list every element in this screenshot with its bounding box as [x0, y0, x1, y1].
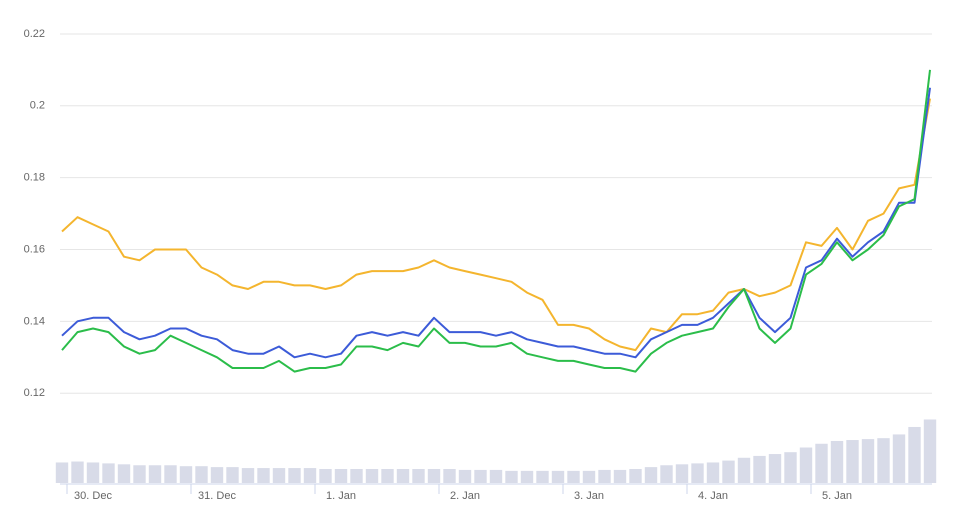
volume-bar [923, 419, 937, 483]
volume-bar [288, 468, 301, 483]
volume-bar [443, 468, 456, 483]
y-tick-label: 0.18 [24, 172, 45, 184]
price-line [61, 69, 931, 373]
volume-bar [179, 466, 193, 483]
y-tick-label: 0.14 [24, 315, 45, 327]
volume-bar [210, 467, 224, 483]
x-tick-label: 3. Jan [574, 490, 604, 502]
volume-bar [551, 470, 565, 483]
volume-bar [241, 468, 255, 483]
volume-bar [71, 461, 84, 483]
volume-bar [458, 469, 472, 483]
volume-bar [164, 465, 177, 483]
volume-bar [536, 470, 549, 483]
x-tick-label: 5. Jan [822, 490, 852, 502]
x-tick-label: 4. Jan [698, 490, 728, 502]
y-tick-label: 0.22 [24, 28, 45, 40]
volume-bar [195, 466, 208, 483]
volume-bar [768, 454, 782, 483]
volume-bar [148, 465, 162, 483]
volume-bar [613, 469, 627, 483]
volume-bar [396, 468, 410, 483]
x-tick-label: 31. Dec [198, 490, 236, 502]
volume-bar [877, 438, 890, 483]
volume-bar [319, 468, 332, 483]
volume-bar [133, 465, 146, 483]
volume-bar [846, 440, 859, 483]
volume-bar [892, 434, 906, 483]
volume-bar [489, 469, 503, 483]
volume-bar [381, 468, 394, 483]
volume-bar [303, 468, 317, 483]
volume-bar [660, 465, 673, 483]
volume-bar [102, 463, 115, 483]
volume-bar [86, 462, 100, 483]
volume-bar [675, 464, 689, 483]
volume-bar [815, 443, 828, 483]
volume-bar [861, 439, 875, 483]
volume-bar [784, 452, 797, 483]
volume-bar [257, 468, 270, 483]
volume-bar [753, 455, 766, 483]
y-tick-label: 0.2 [30, 100, 45, 112]
volume-bar [520, 470, 534, 483]
volume-bar [799, 447, 813, 483]
volume-bar [334, 468, 348, 483]
volume-bar [908, 426, 921, 483]
volume-bar [722, 460, 735, 483]
volume-bar [830, 440, 844, 483]
volume-bar [567, 470, 580, 483]
volume-bar [117, 464, 131, 483]
y-tick-label: 0.16 [24, 243, 45, 255]
volume-bar [737, 457, 751, 483]
volume-bar [691, 463, 704, 483]
volume-bar [582, 470, 596, 483]
volume-bar [272, 468, 286, 483]
volume-bar [598, 469, 611, 483]
x-tick-label: 1. Jan [326, 490, 356, 502]
volume-bar [474, 469, 487, 483]
volume-bar [55, 462, 69, 483]
volume-bar [412, 468, 425, 483]
volume-bar [427, 468, 441, 483]
price-line [61, 98, 931, 352]
x-tick-label: 30. Dec [74, 490, 112, 502]
volume-bar [350, 468, 363, 483]
volume-bar [706, 462, 720, 483]
volume-bar [644, 467, 658, 483]
y-tick-label: 0.12 [24, 387, 45, 399]
volume-bar [505, 470, 518, 483]
volume-bar [226, 467, 239, 483]
x-tick-label: 2. Jan [450, 490, 480, 502]
volume-bar [629, 468, 642, 483]
price-line [61, 87, 931, 359]
volume-bar [365, 468, 379, 483]
